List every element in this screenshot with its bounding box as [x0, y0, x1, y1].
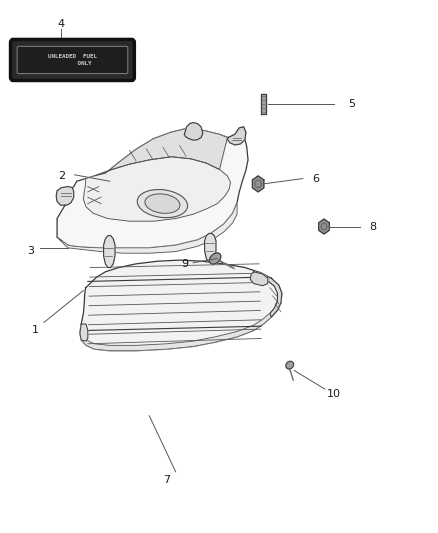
- Polygon shape: [57, 127, 247, 248]
- Polygon shape: [204, 233, 215, 262]
- Polygon shape: [94, 128, 227, 176]
- Polygon shape: [250, 272, 267, 286]
- Text: 3: 3: [27, 246, 34, 255]
- Polygon shape: [56, 187, 74, 205]
- Polygon shape: [57, 203, 237, 253]
- Polygon shape: [80, 260, 281, 351]
- Text: 8: 8: [369, 222, 376, 231]
- Polygon shape: [103, 236, 115, 268]
- Polygon shape: [318, 219, 328, 234]
- Text: UNLEADED  FUEL
       ONLY: UNLEADED FUEL ONLY: [48, 54, 97, 66]
- Text: 2: 2: [58, 171, 65, 181]
- Text: 4: 4: [58, 19, 65, 29]
- FancyBboxPatch shape: [17, 46, 127, 74]
- Polygon shape: [252, 176, 263, 192]
- Ellipse shape: [137, 190, 187, 217]
- FancyBboxPatch shape: [11, 39, 134, 80]
- Polygon shape: [184, 123, 202, 140]
- Polygon shape: [80, 324, 88, 341]
- Polygon shape: [227, 127, 245, 145]
- Text: 10: 10: [326, 390, 340, 399]
- Text: 6: 6: [312, 174, 319, 183]
- Ellipse shape: [285, 361, 293, 369]
- Polygon shape: [263, 276, 281, 317]
- Text: 7: 7: [163, 475, 170, 484]
- Ellipse shape: [145, 194, 180, 213]
- Polygon shape: [81, 312, 271, 351]
- Polygon shape: [83, 157, 230, 221]
- Polygon shape: [260, 94, 265, 114]
- Ellipse shape: [209, 253, 220, 264]
- Text: 1: 1: [32, 326, 39, 335]
- Text: 9: 9: [180, 259, 187, 269]
- Text: 5: 5: [347, 99, 354, 109]
